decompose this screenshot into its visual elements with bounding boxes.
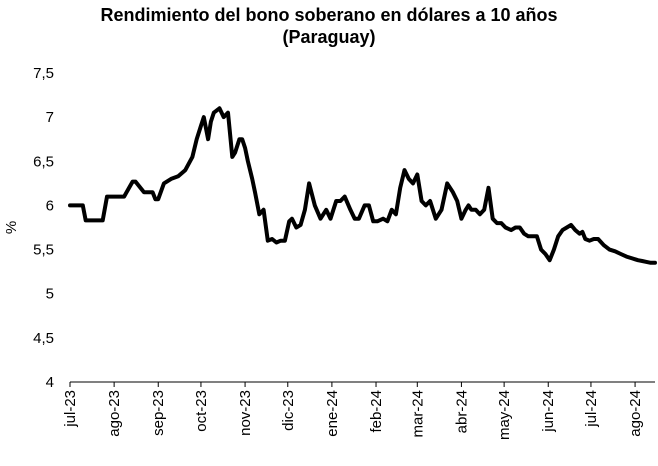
- chart-title-line1: Rendimiento del bono soberano en dólares…: [100, 5, 558, 25]
- x-tick-label: mar-24: [409, 390, 426, 438]
- y-tick-label: 7: [46, 109, 54, 126]
- x-tick-label: ene-24: [324, 390, 341, 437]
- y-tick-label: 5,5: [33, 242, 54, 259]
- y-tick-label: 4,5: [33, 330, 54, 347]
- x-tick-label: ago-24: [627, 390, 644, 437]
- y-tick-label: 6: [46, 197, 54, 214]
- x-tick-label: oct-23: [193, 390, 210, 432]
- x-tick-label: feb-24: [368, 390, 385, 433]
- chart-title-line2: (Paraguay): [282, 27, 376, 47]
- x-tick-label: jul-23: [62, 390, 79, 428]
- y-tick-label: 7,5: [33, 65, 54, 82]
- y-tick-label: 4: [46, 374, 54, 391]
- x-tick-label: may-24: [496, 390, 513, 440]
- x-tick-label: sep-23: [150, 390, 167, 436]
- series-line: [68, 106, 657, 265]
- x-tick-label: dic-23: [280, 390, 297, 431]
- chart-title: Rendimiento del bono soberano en dólares…: [0, 4, 658, 48]
- x-tick-label: jul-24: [583, 390, 600, 428]
- x-tick-label: abr-24: [453, 390, 470, 433]
- y-tick-label: 6,5: [33, 153, 54, 170]
- y-axis-label: %: [3, 221, 20, 234]
- x-tick-label: nov-23: [237, 390, 254, 436]
- y-axis-ticks: 4 4,5 5 5,5 6 6,5 7 7,5: [33, 65, 54, 391]
- x-tick-label: jun-24: [540, 390, 557, 433]
- x-tick-label: ago-23: [106, 390, 123, 437]
- y-tick-label: 5: [46, 286, 54, 303]
- x-axis-ticks: jul-23 ago-23 sep-23 oct-23 nov-23 dic-23 ene-…: [62, 382, 644, 440]
